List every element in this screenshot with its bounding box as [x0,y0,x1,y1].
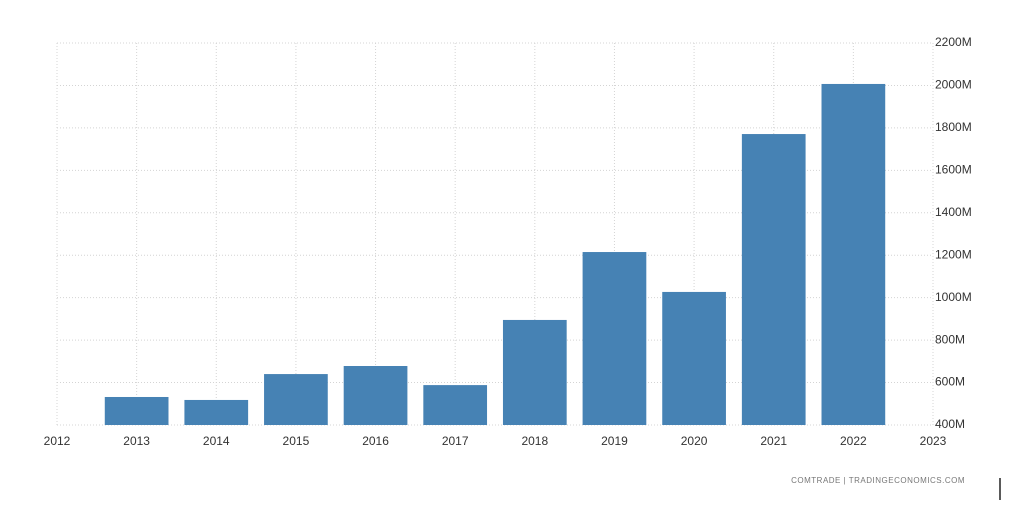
bar [104,396,169,425]
bar [662,291,726,425]
bar [582,252,647,425]
x-tick-label: 2020 [681,434,708,448]
x-tick-label: 2018 [521,434,548,448]
bar [343,366,408,425]
y-tick-label: 1800M [935,120,972,134]
y-tick-label: 400M [935,417,965,431]
x-tick-label: 2015 [283,434,310,448]
bar [423,385,488,425]
y-tick-label: 600M [935,375,965,389]
bar [184,399,249,425]
x-tick-label: 2014 [203,434,230,448]
y-tick-label: 2000M [935,78,972,92]
y-tick-label: 1400M [935,205,972,219]
x-tick-label: 2019 [601,434,628,448]
x-tick-label: 2017 [442,434,469,448]
y-tick-label: 1600M [935,163,972,177]
x-tick-label: 2022 [840,434,867,448]
source-note: COMTRADE | TRADINGECONOMICS.COM [791,476,965,485]
x-tick-label: 2012 [44,434,71,448]
x-tick-label: 2016 [362,434,389,448]
x-tick-label: 2021 [760,434,787,448]
y-tick-label: 1200M [935,247,972,261]
x-tick-label: 2023 [920,434,947,448]
y-tick-label: 2200M [935,35,972,49]
y-tick-label: 1000M [935,290,972,304]
bar [502,319,567,425]
bar [821,83,886,425]
bar [264,374,328,425]
bar [741,134,806,425]
x-tick-label: 2013 [123,434,150,448]
y-tick-label: 800M [935,332,965,346]
